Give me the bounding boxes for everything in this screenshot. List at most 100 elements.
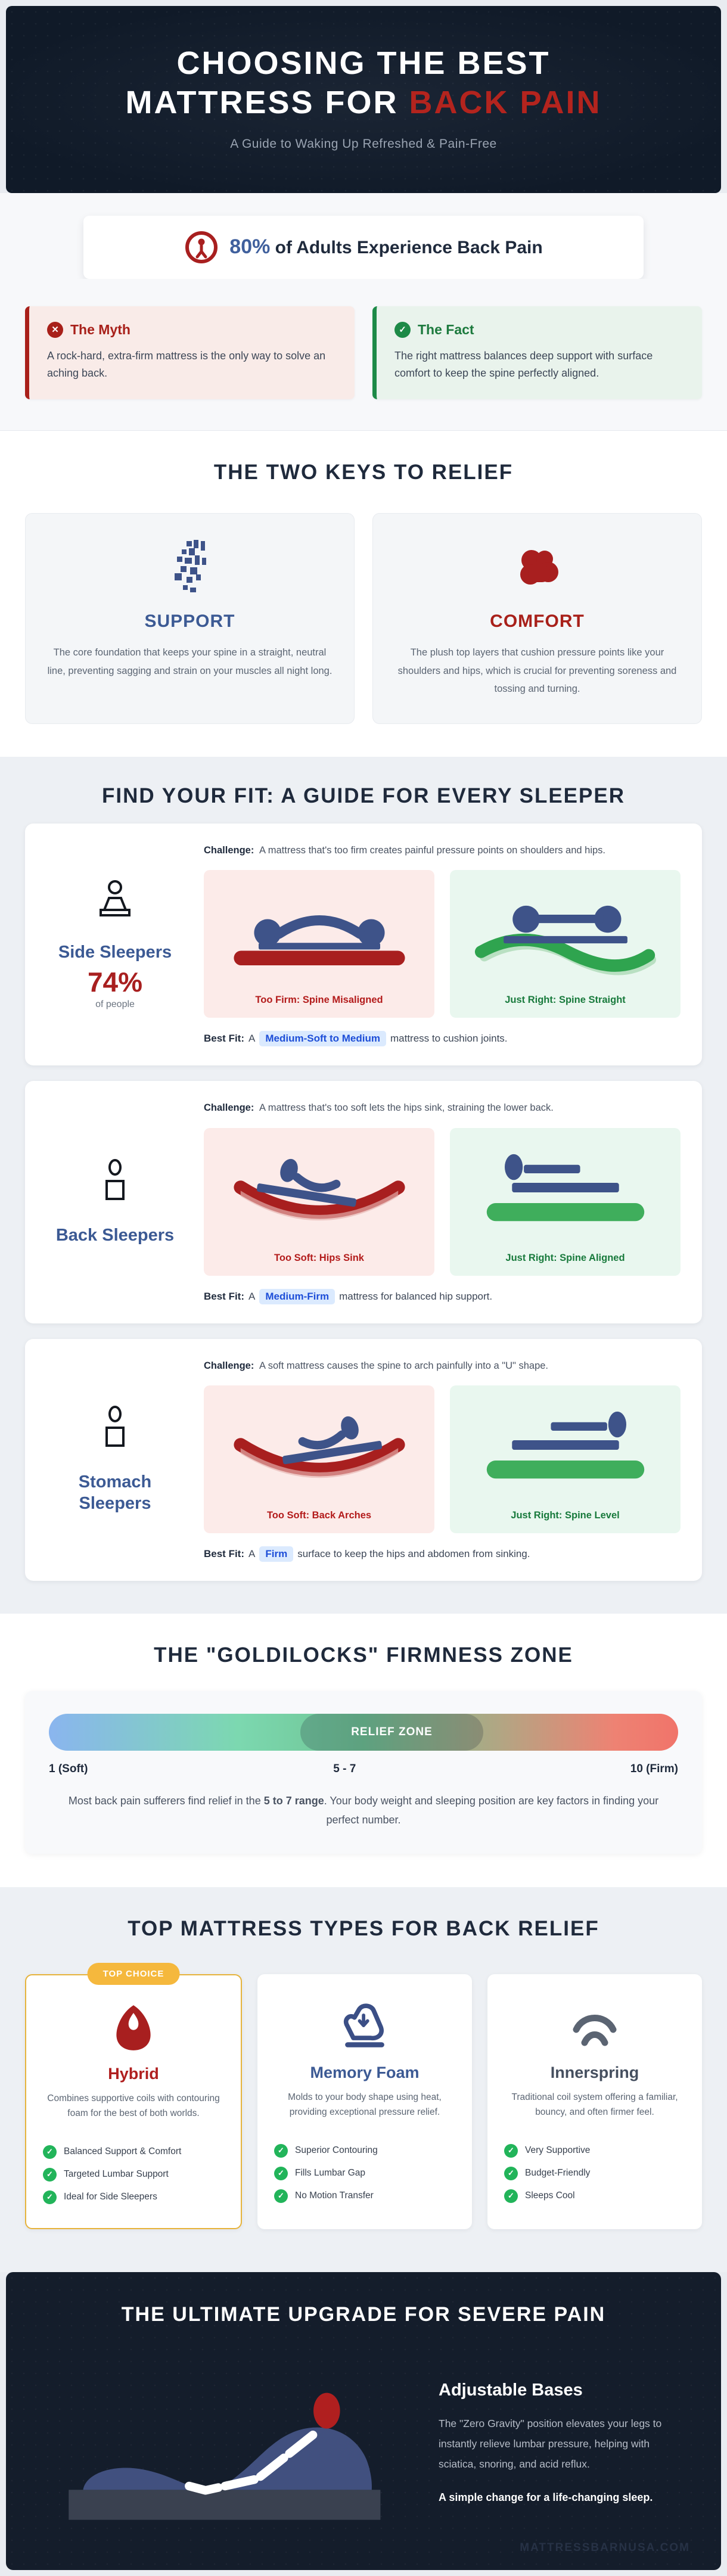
mattress-types-cards: TOP CHOICE Hybrid Combines supportive co… — [25, 1962, 702, 2229]
bestfit-highlight: Medium-Soft to Medium — [259, 1031, 386, 1047]
check-icon: ✓ — [274, 2189, 288, 2203]
firmness-scale-labels: 1 (Soft) 5 - 7 10 (Firm) — [49, 1763, 678, 1776]
innerspring-icon-svg — [573, 2014, 617, 2046]
support-card: SUPPORT The core foundation that keeps y… — [25, 513, 355, 724]
just-right-illustration — [486, 1154, 644, 1221]
type-name: Hybrid — [108, 2064, 159, 2083]
top-choice-badge: TOP CHOICE — [87, 1962, 180, 1985]
feature-text: Budget-Friendly — [525, 2168, 591, 2179]
hybrid-card: TOP CHOICE Hybrid Combines supportive co… — [25, 1962, 242, 2229]
too-soft-caption: Too Soft: Hips Sink — [274, 1252, 364, 1263]
two-keys-section: THE TWO KEYS TO RELIEF S — [0, 431, 727, 757]
cloud-icon-svg — [520, 550, 558, 585]
bestfit-line: Best Fit: A Medium-Soft to Medium mattre… — [204, 1031, 681, 1047]
check-icon: ✓ — [394, 321, 411, 338]
challenge-text: A mattress that's too soft lets the hips… — [259, 1102, 554, 1114]
too-soft-box: Too Soft: Hips Sink — [204, 1127, 434, 1276]
footer-body: Adjustable Bases The "Zero Gravity" posi… — [37, 2351, 690, 2533]
bestfit-label: Best Fit: — [204, 1290, 244, 1302]
check-icon: ✓ — [504, 2143, 518, 2158]
feature-item: ✓ Sleeps Cool — [504, 2189, 685, 2203]
spine-icon-svg — [174, 540, 206, 593]
just-right-caption: Just Right: Spine Straight — [505, 995, 626, 1006]
feature-item: ✓ Balanced Support & Comfort — [43, 2145, 224, 2159]
firmness-scale: RELIEF ZONE — [49, 1714, 678, 1751]
comfort-name: COMFORT — [490, 611, 585, 632]
scale-label-mid: 5 - 7 — [333, 1763, 356, 1776]
check-icon: ✓ — [274, 2166, 288, 2180]
scale-label-soft: 1 (Soft) — [49, 1763, 88, 1776]
side-sleepers-detail: Challenge: A mattress that's too firm cr… — [204, 843, 681, 1047]
sleeper-name: Side Sleepers — [58, 943, 172, 962]
too-firm-caption: Too Firm: Spine Misaligned — [255, 995, 383, 1006]
too-firm-illustration — [233, 915, 405, 966]
stomach-sleepers-summary: Stomach Sleepers — [46, 1405, 184, 1515]
sleeper-name: Back Sleepers — [55, 1225, 175, 1245]
challenge-label: Challenge: — [204, 1360, 254, 1371]
type-description: Combines supportive coils with contourin… — [47, 2093, 220, 2119]
myth-card: ✕ The Myth A rock-hard, extra-firm mattr… — [25, 306, 355, 400]
feature-text: Ideal for Side Sleepers — [64, 2192, 157, 2202]
page-subtitle: A Guide to Waking Up Refreshed & Pain-Fr… — [230, 136, 497, 151]
just-right-box: Just Right: Spine Aligned — [450, 1127, 681, 1276]
side-sleepers-card: Side Sleepers 74% of people Challenge: A… — [25, 823, 702, 1066]
mattress-types-title: TOP MATTRESS TYPES FOR BACK RELIEF — [128, 1916, 599, 1940]
footer-text-column: Adjustable Bases The "Zero Gravity" posi… — [439, 2381, 690, 2503]
infographic-page: CHOOSING THE BEST MATTRESS FOR BACK PAIN… — [0, 6, 727, 2570]
type-name: Memory Foam — [310, 2063, 420, 2081]
bestfit-suffix: surface to keep the hips and abdomen fro… — [297, 1548, 530, 1560]
bestfit-prefix: A — [248, 1033, 256, 1045]
feature-text: Very Supportive — [525, 2145, 591, 2156]
challenge-line: Challenge: A mattress that's too soft le… — [204, 1100, 681, 1115]
title-accent: BACK PAIN — [409, 84, 602, 120]
comparison-row: Too Soft: Hips Sink Just Right: Spine Al… — [204, 1127, 681, 1276]
challenge-line: Challenge: A soft mattress causes the sp… — [204, 1358, 681, 1374]
too-soft-box: Too Soft: Back Arches — [204, 1385, 434, 1534]
fact-card: ✓ The Fact The right mattress balances d… — [372, 306, 702, 400]
memory-foam-card: Memory Foam Molds to your body shape usi… — [257, 1974, 472, 2229]
firmness-text-before: Most back pain sufferers find relief in … — [68, 1795, 264, 1807]
support-name: SUPPORT — [144, 611, 235, 632]
stat-label: of Adults Experience Back Pain — [270, 238, 543, 258]
check-icon: ✓ — [43, 2167, 57, 2182]
feature-list: ✓ Very Supportive ✓ Budget-Friendly ✓ Sl… — [504, 2143, 685, 2203]
feature-item: ✓ Targeted Lumbar Support — [43, 2167, 224, 2182]
side-sleepers-summary: Side Sleepers 74% of people — [46, 879, 184, 1009]
bestfit-highlight: Medium-Firm — [259, 1288, 335, 1304]
sleeper-name: Stomach Sleepers — [78, 1472, 152, 1514]
feature-list: ✓ Superior Contouring ✓ Fills Lumbar Gap… — [274, 2143, 455, 2203]
just-right-caption: Just Right: Spine Level — [511, 1510, 620, 1521]
side-sleeper-icon — [100, 880, 131, 917]
hybrid-icon — [43, 2002, 224, 2054]
bestfit-suffix: mattress for balanced hip support. — [339, 1290, 493, 1302]
sleeper-guide-section: FIND YOUR FIT: A GUIDE FOR EVERY SLEEPER… — [0, 756, 727, 1614]
comfort-card: COMFORT The plush top layers that cushio… — [372, 513, 702, 724]
header: CHOOSING THE BEST MATTRESS FOR BACK PAIN… — [6, 6, 721, 193]
feature-item: ✓ Ideal for Side Sleepers — [43, 2190, 224, 2204]
watermark: MATTRESSBARNUSA.COM — [520, 2541, 690, 2554]
bestfit-suffix: mattress to cushion joints. — [390, 1033, 508, 1045]
bestfit-line: Best Fit: A Medium-Firm mattress for bal… — [204, 1288, 681, 1304]
just-right-illustration — [486, 1411, 644, 1479]
firmness-section: THE "GOLDILOCKS" FIRMNESS ZONE RELIEF ZO… — [0, 1614, 727, 1887]
feature-item: ✓ Budget-Friendly — [504, 2166, 685, 2180]
firmness-title: THE "GOLDILOCKS" FIRMNESS ZONE — [154, 1643, 573, 1667]
adjustable-bases-heading: Adjustable Bases — [439, 2381, 583, 2400]
feature-text: Sleeps Cool — [525, 2190, 575, 2201]
cloud-icon — [394, 539, 680, 596]
fact-title: ✓ The Fact — [394, 321, 684, 338]
back-pain-icon — [185, 231, 218, 263]
back-sleeper-icon — [105, 1158, 125, 1200]
bestfit-highlight: Firm — [259, 1546, 294, 1562]
innerspring-icon — [504, 2000, 685, 2053]
adjustable-bed-illustration — [37, 2351, 406, 2533]
check-icon: ✓ — [274, 2143, 288, 2158]
stomach-sleepers-detail: Challenge: A soft mattress causes the sp… — [204, 1358, 681, 1562]
comfort-text: The plush top layers that cushion pressu… — [397, 647, 677, 695]
feature-text: No Motion Transfer — [295, 2190, 374, 2201]
too-soft-illustration — [233, 1416, 405, 1478]
feature-item: ✓ Superior Contouring — [274, 2143, 455, 2158]
challenge-text: A soft mattress causes the spine to arch… — [259, 1360, 549, 1371]
title-line1: CHOOSING THE BEST — [176, 45, 551, 81]
footer-title: THE ULTIMATE UPGRADE FOR SEVERE PAIN — [121, 2302, 606, 2326]
